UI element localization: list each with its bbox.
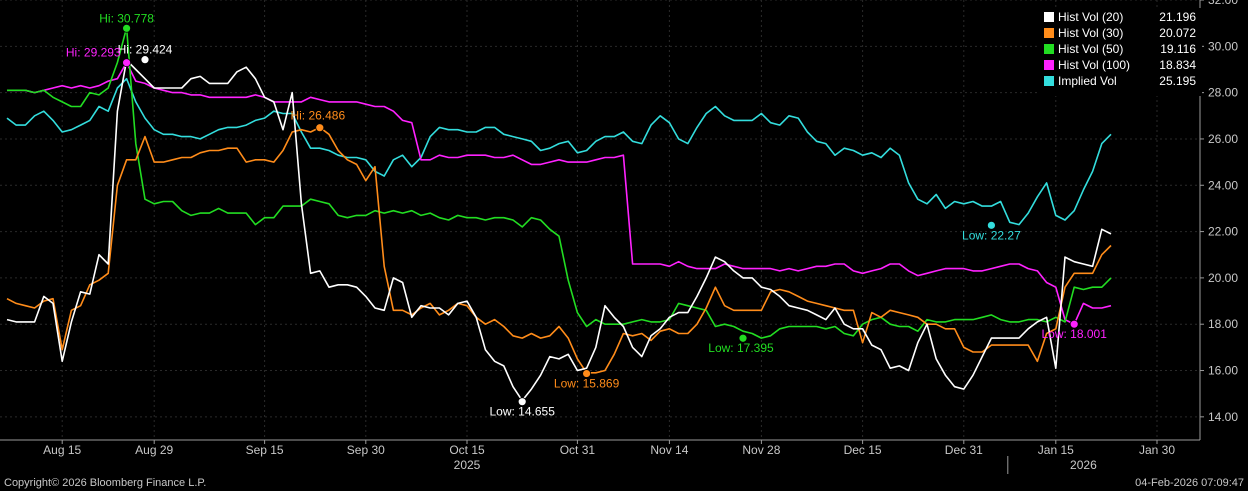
axes: 14.00 16.00 18.00 20.00 22.00 24.00 26.00 28.00… — [0, 0, 1238, 474]
legend-last-value: 18.834 — [1159, 58, 1196, 72]
x-tick-label: Aug 29 — [135, 443, 173, 457]
low-label: Low: 14.655 — [490, 405, 556, 419]
low-label: Low: 15.869 — [554, 377, 620, 391]
legend-name: Hist Vol (100) — [1058, 58, 1131, 72]
x-tick-label: Dec 15 — [844, 443, 882, 457]
y-tick-label: 30.00 — [1208, 39, 1238, 53]
legend-last-value: 21.196 — [1159, 10, 1196, 24]
x-tick-label: Jan 30 — [1139, 443, 1175, 457]
grid-lines — [0, 0, 1200, 440]
legend-swatch — [1044, 60, 1054, 70]
legend-swatch — [1044, 28, 1054, 38]
legend-row: Implied Vol 25.195 — [1040, 73, 1201, 89]
y-tick-label: 20.00 — [1208, 271, 1238, 285]
legend-swatch — [1044, 76, 1054, 86]
x-tick-label: Sep 15 — [246, 443, 284, 457]
x-tick-label: Sep 30 — [347, 443, 385, 457]
hi-label: Hi: 26.486 — [290, 109, 345, 123]
x-tick-label: Oct 15 — [449, 443, 485, 457]
series-line-3 — [7, 61, 1112, 325]
marker-hi — [122, 23, 131, 33]
legend-swatch — [1044, 12, 1054, 22]
y-tick-label: 16.00 — [1208, 364, 1238, 378]
marker-hi — [315, 123, 325, 133]
legend-row: Hist Vol (50) 19.116 — [1040, 41, 1201, 57]
legend: Hist Vol (20) 21.196 Hist Vol (30) 20.07… — [1039, 8, 1202, 96]
y-tick-label: 18.00 — [1208, 317, 1238, 331]
y-tick-label: 28.00 — [1208, 86, 1238, 100]
legend-swatch — [1044, 44, 1054, 54]
y-tick-label: 24.00 — [1208, 178, 1238, 192]
low-label: Low: 17.395 — [708, 341, 774, 355]
hi-label: Hi: 29.424 — [118, 43, 173, 57]
y-tick-label: 22.00 — [1208, 225, 1238, 239]
x-tick-label: Oct 31 — [560, 443, 596, 457]
series-line-2 — [7, 27, 1112, 339]
year-label: 2025 — [454, 458, 481, 472]
series-line-1 — [6, 126, 1112, 374]
legend-row: Hist Vol (20) 21.196 — [1040, 9, 1201, 25]
timestamp-text: 04-Feb-2026 07:09:47 — [1135, 477, 1244, 489]
marker-hi — [140, 55, 150, 65]
legend-last-value: 19.116 — [1160, 42, 1196, 56]
x-tick-label: Nov 14 — [650, 443, 688, 457]
x-tick-label: Nov 28 — [742, 443, 780, 457]
hi-low-annotations: Hi: 29.424 Low: 14.655 Hi: 26.486 Low: 15.8… — [66, 11, 1107, 418]
year-label: 2026 — [1070, 458, 1097, 472]
y-tick-label: 32.00 — [1208, 0, 1238, 7]
marker-lo — [517, 397, 527, 407]
legend-name: Hist Vol (50) — [1058, 42, 1124, 56]
legend-last-value: 20.072 — [1159, 26, 1196, 40]
hi-label: Hi: 30.778 — [99, 11, 154, 25]
legend-name: Implied Vol — [1058, 74, 1117, 88]
series-line-4 — [6, 77, 1112, 226]
y-tick-label: 26.00 — [1208, 132, 1238, 146]
marker-lo — [738, 333, 748, 343]
series-lines — [6, 27, 1112, 402]
low-label: Low: 18.001 — [1042, 327, 1108, 341]
low-label: Low: 22.27 — [962, 228, 1021, 242]
legend-last-value: 25.195 — [1159, 74, 1196, 88]
y-tick-label: 14.00 — [1208, 410, 1238, 424]
marker-lo — [987, 220, 996, 230]
hi-label: Hi: 29.293 — [66, 46, 121, 60]
x-tick-label: Dec 31 — [945, 443, 983, 457]
x-tick-label: Jan 15 — [1038, 443, 1074, 457]
legend-row: Hist Vol (100) 18.834 — [1040, 57, 1201, 73]
series-line-0 — [6, 59, 1112, 402]
legend-name: Hist Vol (20) — [1058, 10, 1124, 24]
legend-name: Hist Vol (30) — [1058, 26, 1124, 40]
legend-row: Hist Vol (30) 20.072 — [1040, 25, 1201, 41]
marker-lo — [582, 369, 591, 378]
marker-hi — [122, 58, 131, 68]
copyright-text: Copyright© 2026 Bloomberg Finance L.P. — [4, 477, 207, 489]
x-tick-label: Aug 15 — [43, 443, 81, 457]
marker-lo — [1069, 319, 1079, 329]
